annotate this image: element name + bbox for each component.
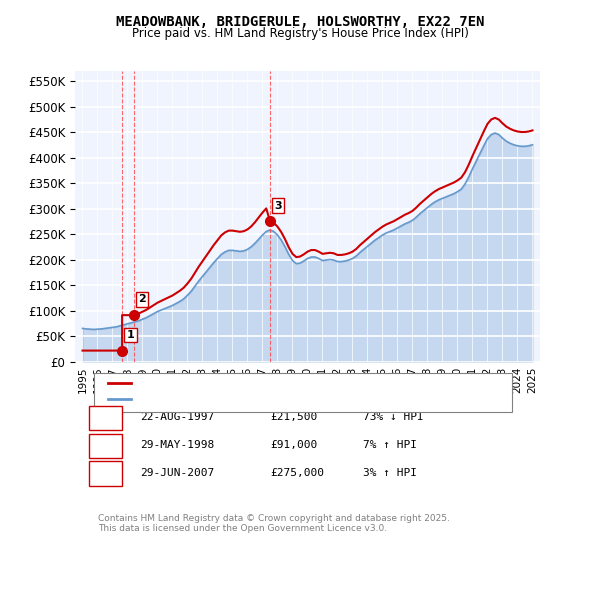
Text: 3: 3 [101,468,109,478]
Text: £275,000: £275,000 [270,468,324,478]
Text: £21,500: £21,500 [270,412,317,422]
Text: 2: 2 [101,440,109,450]
Text: 2: 2 [138,294,146,304]
Text: 3: 3 [274,201,282,211]
Text: 29-MAY-1998: 29-MAY-1998 [140,440,214,450]
Text: £91,000: £91,000 [270,440,317,450]
Text: 22-AUG-1997: 22-AUG-1997 [140,412,214,422]
FancyBboxPatch shape [89,461,121,486]
Text: 1: 1 [127,330,134,340]
Text: 7% ↑ HPI: 7% ↑ HPI [364,440,418,450]
Text: 73% ↓ HPI: 73% ↓ HPI [364,412,424,422]
Text: 3% ↑ HPI: 3% ↑ HPI [364,468,418,478]
FancyBboxPatch shape [94,373,512,412]
Text: MEADOWBANK, BRIDGERULE, HOLSWORTHY, EX22 7EN: MEADOWBANK, BRIDGERULE, HOLSWORTHY, EX22… [116,15,484,29]
FancyBboxPatch shape [89,434,121,458]
Text: 1: 1 [101,412,109,422]
Text: 29-JUN-2007: 29-JUN-2007 [140,468,214,478]
FancyBboxPatch shape [89,406,121,430]
Text: Contains HM Land Registry data © Crown copyright and database right 2025.
This d: Contains HM Land Registry data © Crown c… [98,514,450,533]
Text: Price paid vs. HM Land Registry's House Price Index (HPI): Price paid vs. HM Land Registry's House … [131,27,469,40]
Text: MEADOWBANK, BRIDGERULE, HOLSWORTHY, EX22 7EN (detached house): MEADOWBANK, BRIDGERULE, HOLSWORTHY, EX22… [140,378,502,388]
Text: HPI: Average price, detached house, Torridge: HPI: Average price, detached house, Torr… [140,394,360,404]
